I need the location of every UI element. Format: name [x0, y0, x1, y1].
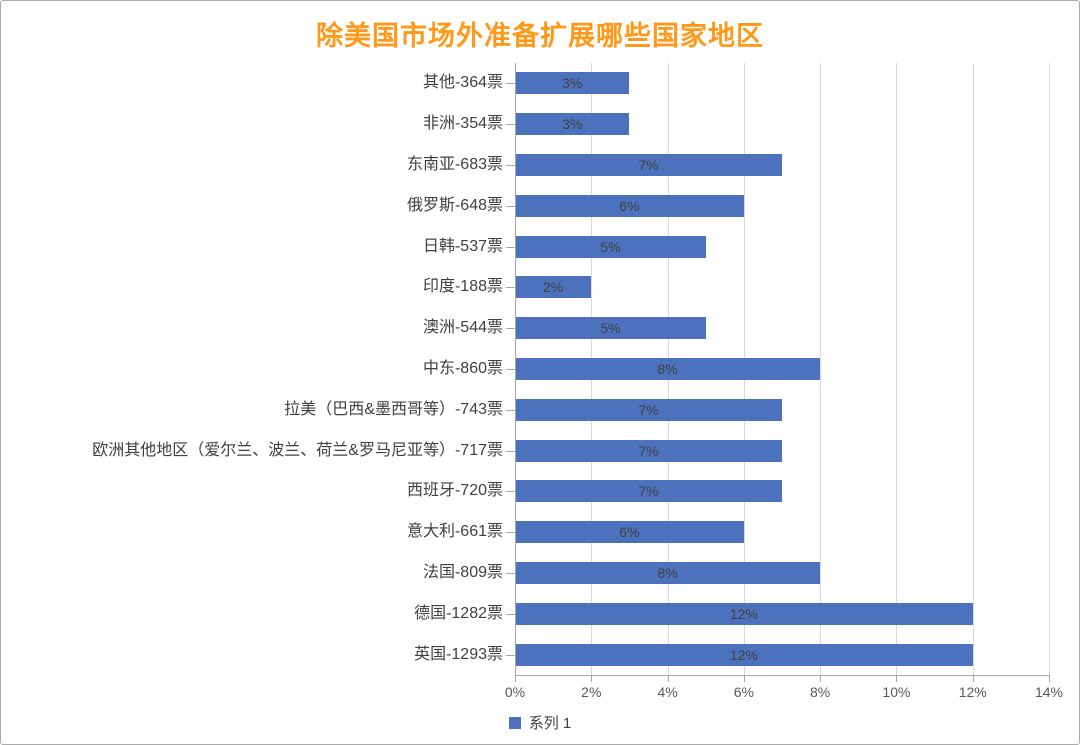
bar-value-label: 7% — [638, 157, 659, 173]
bar: 7% — [515, 398, 782, 421]
bar: 5% — [515, 317, 706, 340]
gridline-10pct — [896, 63, 898, 675]
bar-value-label: 8% — [657, 565, 678, 581]
category-label: 非洲-354票 — [422, 115, 503, 133]
bar-value-label: 5% — [600, 320, 621, 337]
category-label: 澳洲-544票 — [422, 319, 503, 337]
category-label: 德国-1282票 — [414, 604, 503, 622]
bar-value-label: 3% — [562, 75, 583, 92]
value-axis-tick — [667, 676, 669, 682]
category-label: 印度-188票 — [422, 278, 503, 296]
value-axis-tick-label: 0% — [504, 684, 526, 700]
value-axis-tick — [972, 676, 974, 682]
bar-value-label: 2% — [543, 279, 564, 296]
bar: 8% — [515, 358, 821, 380]
bar: 6% — [515, 521, 744, 544]
bar-value-label: 7% — [638, 442, 659, 459]
category-label: 东南亚-683票 — [406, 156, 503, 173]
category-tick — [506, 491, 515, 493]
bar: 5% — [515, 235, 706, 258]
value-axis-tick — [591, 676, 593, 682]
category-tick — [506, 573, 515, 574]
value-axis-tick-label: 14% — [1034, 684, 1064, 700]
bar-value-label: 5% — [600, 238, 621, 255]
category-label: 日韩-537票 — [422, 237, 503, 255]
category-label: 其他-364票 — [422, 74, 503, 92]
value-axis-tick-label: 2% — [581, 684, 602, 700]
category-tick — [506, 124, 515, 126]
bar: 8% — [515, 562, 821, 584]
bar: 6% — [515, 194, 744, 217]
bar: 7% — [515, 439, 782, 462]
bar: 12% — [515, 643, 973, 666]
category-tick — [506, 287, 515, 289]
legend-series-label: 系列 1 — [528, 715, 572, 732]
bar-value-label: 7% — [638, 401, 659, 418]
value-axis-tick-label: 8% — [810, 684, 831, 700]
bar-value-label: 7% — [638, 483, 659, 500]
value-axis-tick — [1049, 676, 1050, 682]
category-tick — [506, 246, 515, 248]
gridline-12pct — [972, 63, 974, 675]
category-label: 英国-1293票 — [414, 645, 503, 663]
value-axis-tick-label: 12% — [958, 684, 987, 700]
value-axis-line — [515, 675, 1050, 676]
category-tick — [506, 369, 515, 370]
bar-value-label: 6% — [619, 197, 640, 214]
gridline-8pct — [820, 63, 822, 675]
category-tick — [506, 409, 515, 411]
category-label: 法国-809票 — [422, 564, 503, 581]
value-axis-tick — [743, 676, 745, 682]
plot-area: 3% 3% 7% 6% 5% 2% 5% 8% 7% 7% 7% 6% 8% 12% 12% — [515, 63, 1050, 675]
bar: 12% — [515, 602, 973, 625]
bar-value-label: 6% — [619, 524, 640, 541]
legend: 系列 1 — [1, 712, 1079, 733]
category-tick — [506, 613, 515, 615]
category-label: 中东-860票 — [422, 360, 503, 377]
category-label: 西班牙-720票 — [406, 482, 503, 500]
category-tick — [506, 83, 515, 85]
value-axis-tick — [515, 676, 516, 682]
bar: 2% — [515, 276, 592, 299]
category-tick — [506, 165, 515, 166]
bar: 7% — [515, 480, 782, 503]
bar-value-label: 12% — [729, 605, 758, 622]
category-axis-line — [515, 63, 516, 676]
gridline-14pct — [1049, 63, 1050, 675]
legend-series-swatch — [508, 716, 521, 729]
bar: 3% — [515, 72, 630, 95]
bar-value-label: 8% — [657, 361, 678, 377]
category-label: 俄罗斯-648票 — [406, 196, 503, 214]
category-axis-labels: 其他-364票 非洲-354票东南亚-683票 俄罗斯-648票日韩-537票 印度-… — [1, 63, 503, 675]
value-axis-tick — [896, 676, 898, 682]
category-tick — [506, 532, 515, 534]
value-axis-tick-label: 4% — [657, 684, 678, 700]
category-tick — [506, 205, 515, 207]
category-tick — [506, 654, 515, 656]
chart-title: 除美国市场外准备扩展哪些国家地区 — [316, 21, 764, 51]
bar-value-label: 12% — [729, 646, 758, 663]
category-label: 欧洲其他地区（爱尔兰、波兰、荷兰&罗马尼亚等）-717票 — [92, 441, 503, 459]
value-axis-tick — [820, 676, 822, 682]
category-label: 拉美（巴西&墨西哥等）-743票 — [284, 400, 503, 418]
bar: 3% — [515, 113, 630, 136]
bar: 7% — [515, 154, 782, 176]
category-tick — [506, 328, 515, 330]
category-tick — [506, 450, 515, 452]
value-axis-tick-label: 10% — [882, 684, 911, 700]
bar-value-label: 3% — [562, 116, 583, 133]
value-axis-tick-label: 6% — [733, 684, 754, 700]
category-label: 意大利-661票 — [406, 523, 503, 541]
